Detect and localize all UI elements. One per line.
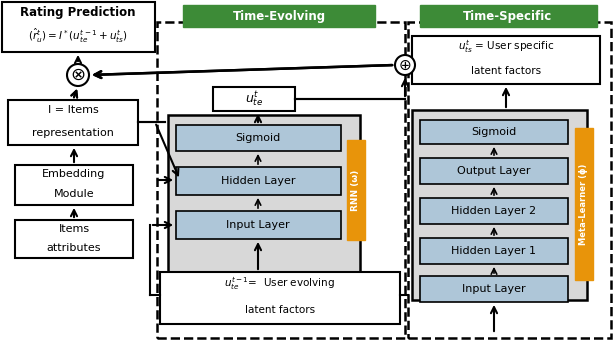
Text: Hidden Layer 1: Hidden Layer 1 [452, 246, 537, 256]
Bar [412, 36, 600, 84]
Text: Module: Module [54, 189, 94, 199]
Bar [15, 220, 133, 258]
Bar [575, 128, 593, 280]
Circle shape [67, 64, 89, 86]
Text: Meta-Learner (ϕ): Meta-Learner (ϕ) [580, 163, 588, 245]
Text: attributes: attributes [47, 243, 101, 252]
Text: representation: representation [32, 128, 114, 138]
Text: Input Layer: Input Layer [226, 220, 290, 230]
Bar [420, 5, 597, 27]
Text: latent factors: latent factors [471, 66, 541, 76]
Bar [8, 100, 138, 145]
Bar [176, 211, 341, 239]
Text: Input Layer: Input Layer [462, 284, 526, 294]
Text: Output Layer: Output Layer [457, 166, 531, 176]
Bar [15, 165, 133, 205]
Bar [408, 22, 611, 338]
Text: $(\hat{r}_u^t)= I^*(u_{te}^{t-1}+u_{ts}^t)$: $(\hat{r}_u^t)= I^*(u_{te}^{t-1}+u_{ts}^… [28, 27, 128, 45]
Bar [168, 115, 360, 273]
Text: Embedding: Embedding [43, 169, 106, 179]
Bar [420, 238, 568, 264]
Bar [176, 167, 341, 195]
Circle shape [395, 55, 415, 75]
Text: Sigmoid: Sigmoid [235, 133, 281, 143]
Bar [160, 272, 400, 324]
Text: latent factors: latent factors [245, 305, 315, 315]
Text: Time-Evolving: Time-Evolving [232, 10, 326, 22]
Bar [183, 5, 375, 27]
Bar [347, 140, 365, 240]
Text: $u_{te}^{t-1}$=  User evolving: $u_{te}^{t-1}$= User evolving [224, 276, 336, 292]
Text: Hidden Layer 2: Hidden Layer 2 [452, 206, 537, 216]
Bar [2, 2, 155, 52]
Text: $\oplus$: $\oplus$ [399, 57, 411, 73]
Bar [157, 22, 405, 338]
Bar [420, 120, 568, 144]
Bar [420, 276, 568, 302]
Text: RNN (ω): RNN (ω) [352, 169, 360, 211]
Text: I = Items: I = Items [47, 105, 99, 115]
Text: Sigmoid: Sigmoid [471, 127, 517, 137]
Bar [412, 110, 587, 300]
Text: Items: Items [59, 224, 89, 234]
Bar [213, 87, 295, 111]
Text: $\otimes$: $\otimes$ [70, 66, 86, 84]
Text: Hidden Layer: Hidden Layer [221, 176, 295, 186]
Bar [420, 198, 568, 224]
Text: Rating Prediction: Rating Prediction [20, 6, 136, 19]
Bar [420, 158, 568, 184]
Text: $u_{te}^{t}$: $u_{te}^{t}$ [245, 89, 263, 109]
Bar [176, 125, 341, 151]
Text: Time-Specific: Time-Specific [463, 10, 553, 22]
Text: $u_{ts}^{t}$ = User specific: $u_{ts}^{t}$ = User specific [458, 39, 554, 55]
